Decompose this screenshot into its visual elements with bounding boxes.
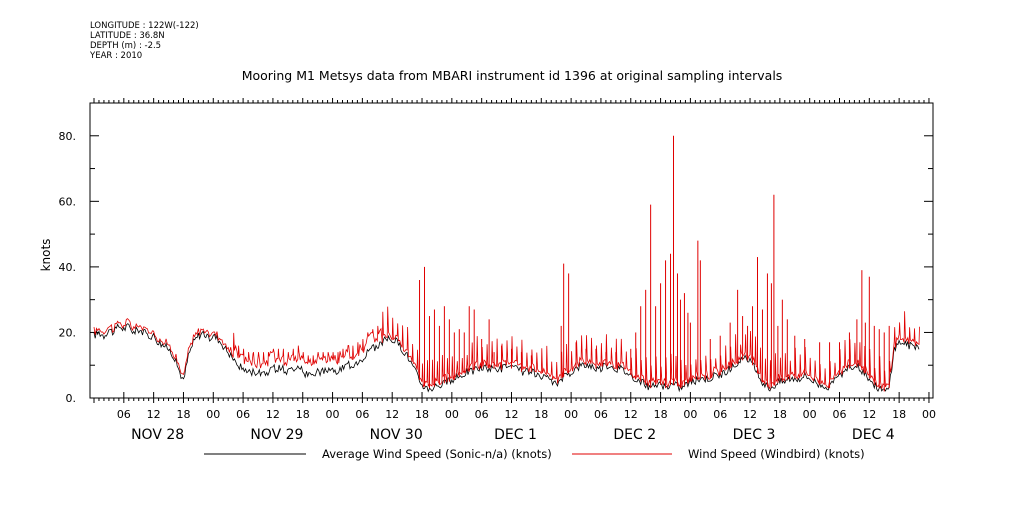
- x-hour-label: 12: [266, 408, 280, 421]
- x-hour-label: 06: [355, 408, 369, 421]
- x-hour-label: 00: [683, 408, 697, 421]
- y-axis: 0. 20. 40. 60. 80.: [59, 102, 933, 405]
- x-hour-label: 12: [624, 408, 638, 421]
- x-hour-label: 18: [176, 408, 190, 421]
- x-hour-label: 00: [564, 408, 578, 421]
- x-hour-label: 18: [654, 408, 668, 421]
- x-hour-label: 18: [296, 408, 310, 421]
- x-hour-label: 00: [326, 408, 340, 421]
- chart-title: Mooring M1 Metsys data from MBARI instru…: [242, 68, 783, 83]
- x-hour-label: 12: [743, 408, 757, 421]
- x-hour-label: 18: [892, 408, 906, 421]
- series-line-average-wind: [93, 323, 920, 393]
- x-hour-label: 06: [594, 408, 608, 421]
- minor-ticks: [93, 98, 930, 403]
- x-hour-label: 18: [415, 408, 429, 421]
- x-day-label: NOV 28: [131, 427, 184, 443]
- x-day-label: NOV 30: [370, 427, 423, 443]
- x-hour-label: 00: [206, 408, 220, 421]
- x-hour-label: 12: [862, 408, 876, 421]
- y-tick-label: 20.: [59, 326, 77, 339]
- x-hour-label: 18: [773, 408, 787, 421]
- latitude-label: LATITUDE : 36.8N: [90, 31, 165, 41]
- y-tick-label: 60.: [59, 195, 77, 208]
- x-hour-label: 06: [475, 408, 489, 421]
- series-layer: [93, 135, 920, 393]
- x-hour-label: 00: [803, 408, 817, 421]
- x-hour-label: 18: [534, 408, 548, 421]
- depth-label: DEPTH (m) : -2.5: [90, 41, 161, 51]
- x-day-label: DEC 4: [852, 427, 895, 443]
- x-day-label: NOV 29: [250, 427, 303, 443]
- legend-label-windbird: Wind Speed (Windbird) (knots): [688, 447, 865, 461]
- x-hour-label: 12: [147, 408, 161, 421]
- y-tick-label: 0.: [66, 392, 77, 405]
- legend-label-average-wind: Average Wind Speed (Sonic-n/a) (knots): [322, 447, 552, 461]
- x-day-label: DEC 3: [733, 427, 776, 443]
- y-axis-label: knots: [39, 239, 53, 272]
- x-day-label: DEC 2: [613, 427, 656, 443]
- x-hour-label: 06: [117, 408, 131, 421]
- x-hour-label: 00: [445, 408, 459, 421]
- year-label: YEAR : 2010: [89, 51, 142, 61]
- x-hour-label: 06: [236, 408, 250, 421]
- x-hour-label: 00: [922, 408, 936, 421]
- longitude-label: LONGITUDE : 122W(-122): [90, 21, 199, 31]
- x-hour-label: 12: [385, 408, 399, 421]
- x-hour-label: 06: [713, 408, 727, 421]
- x-day-label: DEC 1: [494, 427, 537, 443]
- series-line-windbird: [93, 306, 920, 391]
- y-tick-label: 40.: [59, 261, 77, 274]
- x-hour-label: 12: [504, 408, 518, 421]
- x-axis: 06 12 18 00 06 12 18 00 06 12 18 00 06 12 18 00 06 12 18 00…: [117, 392, 936, 443]
- x-hour-label: 06: [833, 408, 847, 421]
- y-tick-label: 80.: [59, 130, 77, 143]
